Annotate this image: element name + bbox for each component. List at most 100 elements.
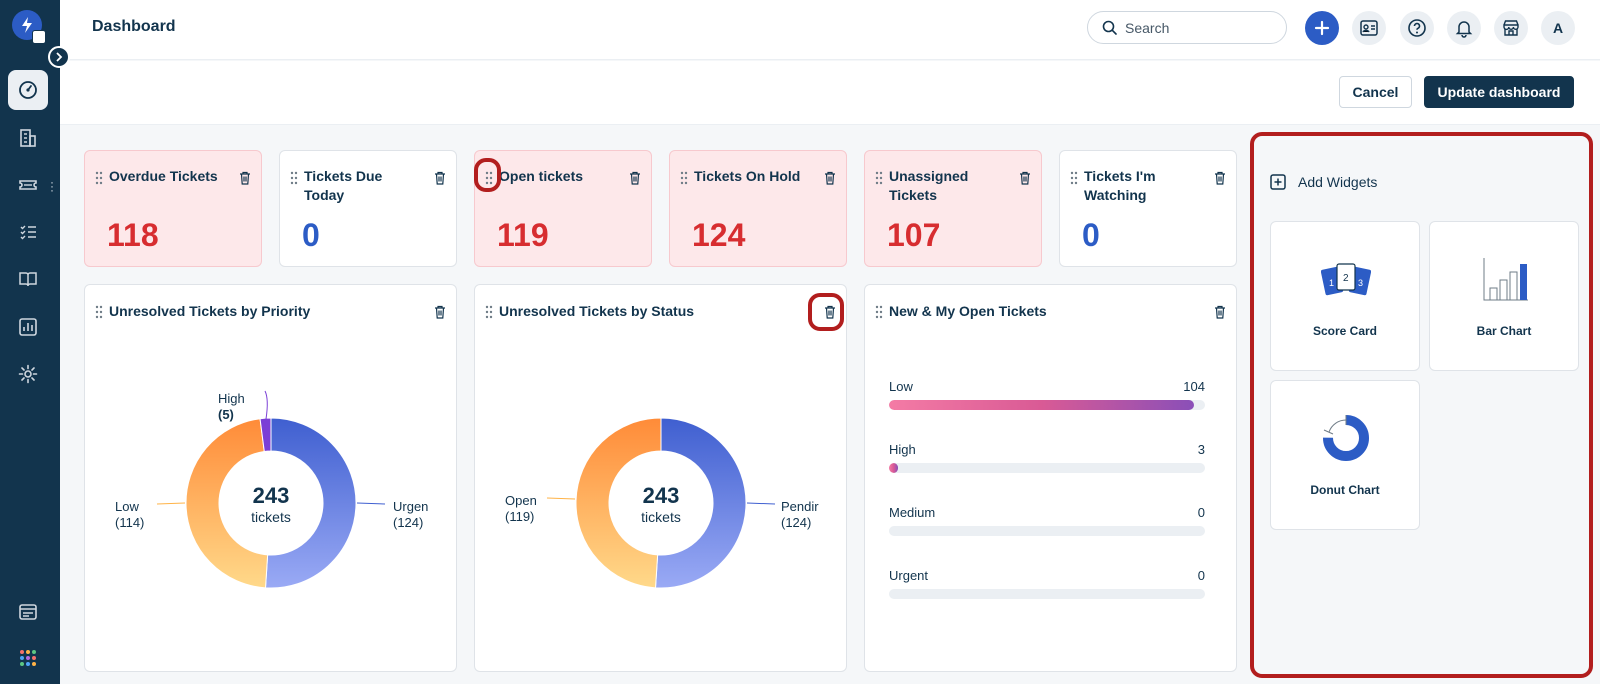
nav-announcements[interactable]	[8, 592, 48, 632]
scorecard[interactable]: Tickets Due Today 0	[279, 150, 457, 267]
scorecard[interactable]: Tickets I'm Watching 0	[1059, 150, 1237, 267]
scorecard[interactable]: Open tickets 119	[474, 150, 652, 267]
panel-title: Unresolved Tickets by Status	[499, 303, 695, 319]
sidebar-expand-button[interactable]	[48, 46, 70, 68]
search-input[interactable]	[1125, 19, 1275, 36]
bell-icon	[1455, 21, 1473, 38]
trash-icon[interactable]	[1214, 305, 1226, 324]
leader-high	[264, 390, 268, 420]
nav-apps[interactable]	[8, 638, 48, 678]
nav-more-dots[interactable]: · · ·	[50, 175, 54, 197]
trash-icon[interactable]	[1019, 171, 1031, 190]
drag-handle-icon[interactable]	[95, 305, 103, 324]
id-card-icon	[1360, 20, 1378, 36]
gear-icon	[18, 364, 38, 384]
donut-center: 243 tickets	[601, 483, 721, 525]
drag-handle-icon[interactable]	[485, 305, 493, 324]
drag-handle-icon[interactable]	[680, 171, 688, 190]
help-button[interactable]	[1400, 11, 1434, 45]
scorecard-value: 119	[497, 217, 549, 253]
label-high: High (5)	[218, 391, 245, 422]
trash-icon[interactable]	[824, 171, 836, 190]
update-dashboard-button[interactable]: Update dashboard	[1424, 76, 1574, 108]
leader-low	[156, 502, 186, 505]
scorecard-value: 124	[692, 217, 746, 253]
label-low: Low (114)	[115, 499, 145, 530]
widget-label: Donut Chart	[1310, 483, 1380, 497]
bar-label: Low	[889, 379, 913, 394]
nav-tickets[interactable]	[8, 165, 48, 205]
scorecard[interactable]: Tickets On Hold 124	[669, 150, 847, 267]
bar-row: Low 104	[889, 379, 1205, 410]
widget-bar-chart[interactable]: Bar Chart	[1429, 221, 1579, 371]
bar-value: 104	[1183, 379, 1205, 394]
nav-knowledge-base[interactable]	[8, 259, 48, 299]
donut-slice-open[interactable]	[575, 417, 662, 589]
bar-track	[889, 400, 1205, 410]
search-box[interactable]	[1087, 11, 1287, 44]
store-icon	[1503, 20, 1519, 36]
contacts-button[interactable]	[1352, 11, 1386, 45]
widget-donut-chart[interactable]: Donut Chart	[1270, 380, 1420, 530]
drag-handle-icon[interactable]	[875, 171, 883, 190]
nav-tasks[interactable]	[8, 212, 48, 252]
drag-handle-icon[interactable]	[290, 171, 298, 190]
trash-icon[interactable]	[824, 305, 836, 324]
drag-handle-icon[interactable]	[875, 305, 883, 324]
scorecard-value: 0	[302, 217, 320, 253]
logo-badge	[32, 30, 46, 44]
bar-row: Urgent 0	[889, 568, 1205, 599]
score-icon-digit-3: 3	[1358, 278, 1363, 288]
scorecard[interactable]: Overdue Tickets 118	[84, 150, 262, 267]
help-icon	[1408, 19, 1426, 37]
nav-reports[interactable]	[8, 307, 48, 347]
widget-score-card[interactable]: 1 2 3 Score Card	[1270, 221, 1420, 371]
donut-slice-urgent[interactable]	[264, 417, 357, 589]
donut-slice-low[interactable]	[185, 418, 269, 589]
nav-companies[interactable]	[8, 118, 48, 158]
bar-value: 0	[1197, 568, 1205, 583]
checklist-icon	[20, 225, 36, 240]
label-open: Open (119)	[505, 493, 537, 524]
app-logo[interactable]	[12, 10, 46, 44]
drag-handle-icon[interactable]	[485, 171, 493, 190]
book-icon	[19, 272, 37, 287]
top-header: Dashboard A	[60, 0, 1600, 60]
panel-priority[interactable]: Unresolved Tickets by Priority 243 ticke…	[84, 284, 457, 672]
trash-icon[interactable]	[434, 171, 446, 190]
donut-chart-icon	[1323, 415, 1369, 461]
new-item-button[interactable]	[1305, 11, 1339, 45]
donut-unit: tickets	[251, 509, 291, 525]
nav-dashboard[interactable]	[8, 70, 48, 110]
profile-avatar[interactable]: A	[1541, 11, 1575, 45]
trash-icon[interactable]	[434, 305, 446, 324]
donut-slice-pending[interactable]	[654, 417, 747, 589]
avatar-initial: A	[1552, 20, 1564, 36]
nav-settings[interactable]	[8, 354, 48, 394]
scorecard-value: 118	[107, 217, 159, 253]
panel-title: Unresolved Tickets by Priority	[109, 303, 311, 319]
bar-track	[889, 463, 1205, 473]
scorecard-title: Tickets On Hold	[694, 168, 801, 184]
scorecard[interactable]: Unassigned Tickets 107	[864, 150, 1042, 267]
panel-status[interactable]: Unresolved Tickets by Status 243 tickets…	[474, 284, 847, 672]
building-icon	[20, 129, 36, 147]
panel-new-open[interactable]: New & My Open Tickets Low 104 High 3 Mediu…	[864, 284, 1237, 672]
notifications-button[interactable]	[1447, 11, 1481, 45]
scorecard-title: Unassigned Tickets	[889, 168, 969, 203]
ticket-icon	[19, 180, 37, 190]
window-icon	[19, 604, 37, 620]
bar-label: High	[889, 442, 916, 457]
bar-fill	[889, 463, 898, 473]
trash-icon[interactable]	[1214, 171, 1226, 190]
trash-icon[interactable]	[239, 171, 251, 190]
bar-row: High 3	[889, 442, 1205, 473]
drag-handle-icon[interactable]	[95, 171, 103, 190]
widget-library-panel: Add Widgets 1 2 3 Score Card Bar Chart D…	[1250, 132, 1593, 678]
donut-slice-high[interactable]	[259, 417, 272, 452]
marketplace-button[interactable]	[1494, 11, 1528, 45]
scorecard-title: Tickets Due Today	[304, 168, 383, 203]
drag-handle-icon[interactable]	[1070, 171, 1078, 190]
cancel-button[interactable]: Cancel	[1339, 76, 1412, 108]
trash-icon[interactable]	[629, 171, 641, 190]
